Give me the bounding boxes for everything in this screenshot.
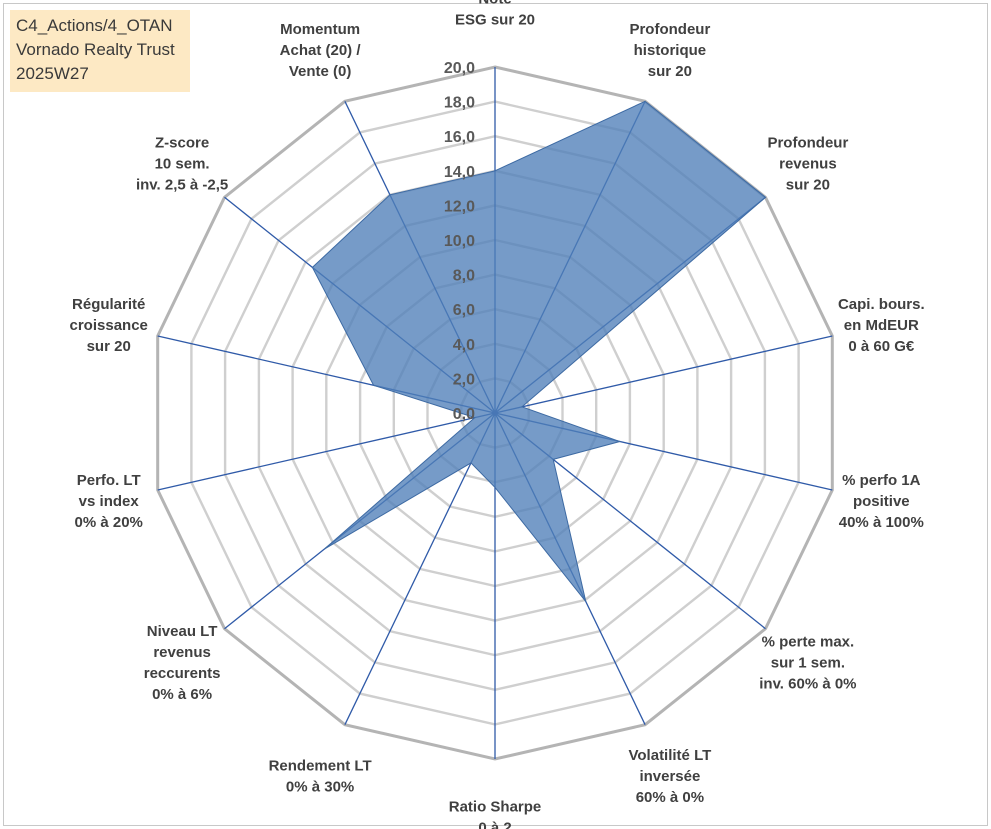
axis-label-13: Momentum Achat (20) / Vente (0) bbox=[280, 21, 362, 80]
spoke-10 bbox=[157, 412, 496, 491]
axis-label-line: sur 20 bbox=[786, 177, 830, 194]
info-box: C4_Actions/4_OTAN Vornado Realty Trust 2… bbox=[10, 10, 190, 92]
axis-label-5: % perte max. sur 1 sem. inv. 60% à 0% bbox=[759, 634, 856, 693]
axis-label-line: Perfo. LT bbox=[77, 472, 141, 489]
axis-label-line: 0 à 2 bbox=[478, 820, 511, 829]
tick-label: 4,0 bbox=[453, 337, 475, 354]
axis-label-line: historique bbox=[634, 42, 707, 59]
axis-label-line: 0% à 20% bbox=[75, 514, 143, 531]
tick-label: 18,0 bbox=[444, 95, 475, 112]
axis-label-2: Profondeur revenus sur 20 bbox=[767, 135, 848, 194]
axis-label-line: vs index bbox=[79, 493, 140, 510]
axis-label-line: Capi. bours. bbox=[838, 296, 925, 313]
axis-label-line: 0 à 60 G€ bbox=[848, 338, 915, 355]
axis-label-0: Note ESG sur 20 bbox=[455, 0, 535, 29]
axis-label-line: 0% à 6% bbox=[152, 686, 212, 703]
axis-label-line: Régularité bbox=[72, 296, 145, 313]
axis-label-line: Note bbox=[478, 0, 511, 8]
axis-label-12: Z-score 10 sem. inv. 2,5 à -2,5 bbox=[136, 135, 228, 194]
axis-label-11: Régularité croissance sur 20 bbox=[70, 296, 148, 355]
axis-label-line: en MdEUR bbox=[844, 317, 919, 334]
axis-label-line: positive bbox=[853, 493, 910, 510]
axis-label-line: revenus bbox=[153, 644, 211, 661]
tick-label: 14,0 bbox=[444, 164, 475, 181]
tick-label: 10,0 bbox=[444, 233, 475, 250]
axis-label-line: % perfo 1A bbox=[842, 472, 921, 489]
radar-series bbox=[311, 100, 767, 602]
tick-label: 6,0 bbox=[453, 302, 475, 319]
axis-label-line: Rendement LT bbox=[269, 758, 372, 775]
axis-label-6: Volatilité LT inversée 60% à 0% bbox=[629, 747, 712, 806]
axis-label-line: croissance bbox=[70, 317, 148, 334]
axis-label-line: inversée bbox=[639, 768, 700, 785]
axis-label-line: Profondeur bbox=[767, 135, 848, 152]
radial-tick-labels: 0,0 2,0 4,0 6,0 8,0 10,0 12,0 14,0 16,0 18,0 20,0 bbox=[444, 60, 475, 423]
axis-label-1: Profondeur historique sur 20 bbox=[629, 21, 710, 80]
info-line-2: Vornado Realty Trust bbox=[16, 40, 175, 59]
tick-label: 8,0 bbox=[453, 268, 475, 285]
axis-label-3: Capi. bours. en MdEUR 0 à 60 G€ bbox=[838, 296, 925, 355]
axis-label-line: ESG sur 20 bbox=[455, 12, 535, 29]
axis-label-line: sur 1 sem. bbox=[771, 655, 845, 672]
axis-label-line: 0% à 30% bbox=[286, 779, 354, 796]
axis-label-line: inv. 2,5 à -2,5 bbox=[136, 177, 228, 194]
axis-label-line: reccurents bbox=[144, 665, 221, 682]
info-line-1: C4_Actions/4_OTAN bbox=[16, 16, 173, 35]
axis-label-line: 60% à 0% bbox=[636, 789, 704, 806]
tick-label: 16,0 bbox=[444, 129, 475, 146]
axis-label-line: revenus bbox=[779, 156, 837, 173]
axis-label-line: Ratio Sharpe bbox=[449, 799, 542, 816]
axis-label-line: Profondeur bbox=[629, 21, 710, 38]
axis-label-line: sur 20 bbox=[648, 63, 692, 80]
axis-label-line: % perte max. bbox=[762, 634, 855, 651]
axis-label-line: Volatilité LT bbox=[629, 747, 712, 764]
axis-label-10: Perfo. LT vs index 0% à 20% bbox=[75, 472, 143, 531]
info-line-3: 2025W27 bbox=[16, 64, 89, 83]
axis-label-line: sur 20 bbox=[87, 338, 131, 355]
tick-label: 20,0 bbox=[444, 60, 475, 77]
axis-label-line: Achat (20) / bbox=[280, 42, 362, 59]
axis-label-7: Ratio Sharpe 0 à 2 bbox=[449, 799, 542, 829]
tick-label: 2,0 bbox=[453, 371, 475, 388]
axis-label-line: 10 sem. bbox=[155, 156, 210, 173]
axis-label-9: Niveau LT revenus reccurents 0% à 6% bbox=[144, 623, 221, 703]
axis-label-line: Niveau LT bbox=[147, 623, 218, 640]
axis-label-8: Rendement LT 0% à 30% bbox=[269, 758, 372, 796]
tick-label: 0,0 bbox=[453, 406, 475, 423]
axis-label-line: Momentum bbox=[280, 21, 360, 38]
spoke-8 bbox=[344, 412, 496, 725]
axis-label-line: inv. 60% à 0% bbox=[759, 676, 856, 693]
axis-label-line: Z-score bbox=[155, 135, 209, 152]
axis-label-line: 40% à 100% bbox=[839, 514, 924, 531]
spoke-3 bbox=[494, 335, 833, 414]
axis-labels: Note ESG sur 20 Profondeur historique sur 20… bbox=[70, 0, 925, 829]
tick-label: 12,0 bbox=[444, 198, 475, 215]
axis-label-line: Vente (0) bbox=[289, 63, 352, 80]
axis-label-4: % perfo 1A positive 40% à 100% bbox=[839, 472, 924, 531]
